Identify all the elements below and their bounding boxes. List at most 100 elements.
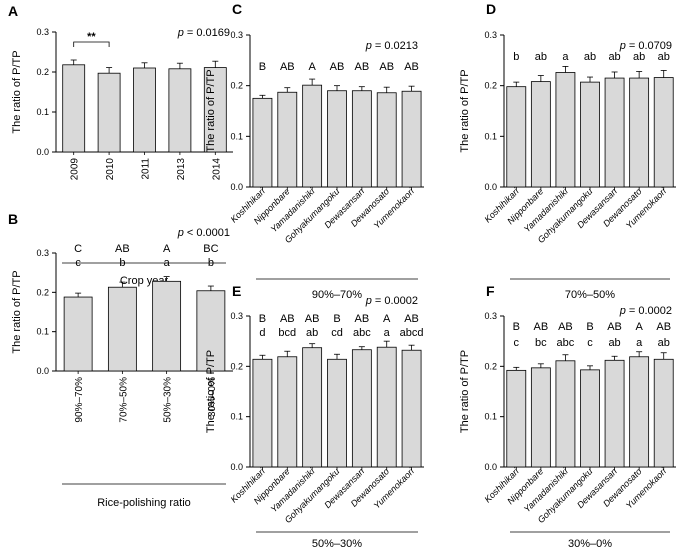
bar bbox=[277, 91, 298, 188]
sig-letter-upper: B bbox=[259, 313, 266, 325]
sig-letter-upper: BC bbox=[203, 243, 218, 255]
sig-letter-upper: ab bbox=[535, 51, 547, 63]
bar bbox=[604, 77, 625, 188]
bar bbox=[629, 356, 650, 468]
sig-letter-upper: A bbox=[308, 61, 316, 73]
x-category-label: 70%–50% bbox=[118, 377, 129, 423]
y-tick-label: 0.2 bbox=[36, 287, 49, 297]
sig-letter-lower: a bbox=[636, 337, 643, 349]
bar bbox=[653, 77, 674, 188]
p-value-p: p bbox=[619, 305, 626, 317]
sig-letter-upper: AB bbox=[404, 313, 419, 325]
y-tick-label: 0.1 bbox=[36, 107, 49, 117]
panel-letter: C bbox=[232, 1, 242, 17]
y-tick-label: 0.3 bbox=[36, 27, 49, 37]
sig-letter-upper: a bbox=[562, 51, 569, 63]
p-value-label: p = 0.0002 bbox=[619, 305, 672, 317]
sig-letter-lower: c bbox=[75, 257, 81, 269]
bar bbox=[152, 280, 182, 372]
p-value-label: p = 0.0002 bbox=[365, 295, 418, 307]
sig-letter-lower: b bbox=[119, 257, 125, 269]
sig-letter-upper: AB bbox=[607, 321, 622, 333]
bar bbox=[252, 358, 273, 468]
sig-letter-upper: ab bbox=[658, 51, 670, 63]
sig-letter-upper: AB bbox=[379, 61, 394, 73]
sig-letter-upper: A bbox=[383, 313, 391, 325]
panel-letter: D bbox=[486, 1, 496, 17]
x-axis-label: 70%–50% bbox=[565, 289, 615, 301]
sig-letter-upper: b bbox=[513, 51, 519, 63]
y-axis-label: The ratio of P/TP bbox=[205, 350, 217, 433]
sig-letter-upper: B bbox=[586, 321, 593, 333]
y-tick-label: 0.3 bbox=[484, 30, 497, 40]
bar bbox=[629, 77, 650, 188]
y-axis-label: The ratio of P/TP bbox=[11, 50, 23, 133]
bar bbox=[327, 358, 347, 468]
sig-letter-upper: A bbox=[635, 321, 643, 333]
bar bbox=[530, 367, 551, 468]
bar bbox=[302, 84, 323, 188]
bar bbox=[168, 68, 192, 153]
bar bbox=[63, 296, 93, 372]
x-axis-label: 30%–0% bbox=[568, 538, 612, 550]
sig-letter-upper: ab bbox=[633, 51, 645, 63]
sig-letter-lower: bcd bbox=[278, 327, 296, 339]
p-value-label: p = 0.0709 bbox=[619, 40, 672, 52]
bar bbox=[62, 64, 86, 153]
sig-letter-lower: ab bbox=[608, 337, 620, 349]
bar bbox=[327, 90, 347, 188]
sig-letter-lower: ab bbox=[306, 327, 318, 339]
sig-letter-lower: c bbox=[514, 337, 520, 349]
y-tick-label: 0.3 bbox=[230, 30, 243, 40]
sig-letter-upper: ab bbox=[608, 51, 620, 63]
x-axis-label: Rice-polishing ratio bbox=[97, 497, 191, 509]
sig-letter-lower: cd bbox=[331, 327, 343, 339]
x-axis-label: 90%–70% bbox=[312, 289, 362, 301]
p-value-number: = 0.0213 bbox=[372, 40, 418, 52]
sig-letter-upper: AB bbox=[558, 321, 573, 333]
p-value-number: = 0.0709 bbox=[626, 40, 672, 52]
y-tick-label: 0.1 bbox=[36, 327, 49, 337]
sig-letter-upper: AB bbox=[280, 313, 295, 325]
y-tick-label: 0.0 bbox=[484, 182, 497, 192]
sig-letter-lower: c bbox=[587, 337, 593, 349]
panel-letter: B bbox=[8, 211, 18, 227]
y-tick-label: 0.2 bbox=[484, 81, 497, 91]
bar bbox=[653, 358, 674, 468]
bar bbox=[252, 97, 273, 188]
x-category-label: 2009 bbox=[70, 158, 81, 181]
bar bbox=[107, 286, 137, 372]
sig-letter-upper: AB bbox=[330, 61, 345, 73]
sig-letter-upper: B bbox=[259, 61, 266, 73]
y-axis-label: The ratio of P/TP bbox=[459, 350, 471, 433]
bar bbox=[401, 349, 422, 468]
sig-letter-upper: AB bbox=[404, 61, 419, 73]
bar bbox=[506, 369, 527, 468]
sig-letter-upper: B bbox=[513, 321, 520, 333]
sig-bracket-label: ** bbox=[87, 31, 96, 43]
sig-letter-lower: abcd bbox=[400, 327, 424, 339]
y-tick-label: 0.0 bbox=[484, 462, 497, 472]
x-category-label: 2014 bbox=[211, 158, 222, 181]
y-tick-label: 0.1 bbox=[230, 131, 243, 141]
bar bbox=[196, 290, 226, 372]
sig-letter-upper: ab bbox=[584, 51, 596, 63]
sig-letter-upper: AB bbox=[534, 321, 549, 333]
y-tick-label: 0.1 bbox=[484, 412, 497, 422]
sig-letter-lower: abc bbox=[557, 337, 575, 349]
y-tick-label: 0.1 bbox=[484, 131, 497, 141]
panel-b: B The ratio of P/TP 0.0 0.1 0.2 0.3 p < 0.0001… bbox=[8, 211, 233, 509]
y-axis-label: The ratio of P/TP bbox=[205, 69, 217, 152]
x-category-label: 2010 bbox=[105, 158, 116, 181]
y-tick-label: 0.2 bbox=[484, 361, 497, 371]
sig-letter-lower: d bbox=[259, 327, 265, 339]
bar bbox=[506, 86, 527, 188]
p-value-label: p = 0.0169 bbox=[177, 27, 230, 39]
sig-letter-upper: AB bbox=[656, 321, 671, 333]
y-axis-label: The ratio of P/TP bbox=[11, 270, 23, 353]
bar bbox=[376, 346, 397, 468]
y-tick-label: 0.0 bbox=[36, 366, 49, 376]
bar bbox=[302, 347, 323, 468]
panel-f: F The ratio of P/TP 0.0 0.1 0.2 0.3 p = 0.0002… bbox=[459, 283, 676, 550]
